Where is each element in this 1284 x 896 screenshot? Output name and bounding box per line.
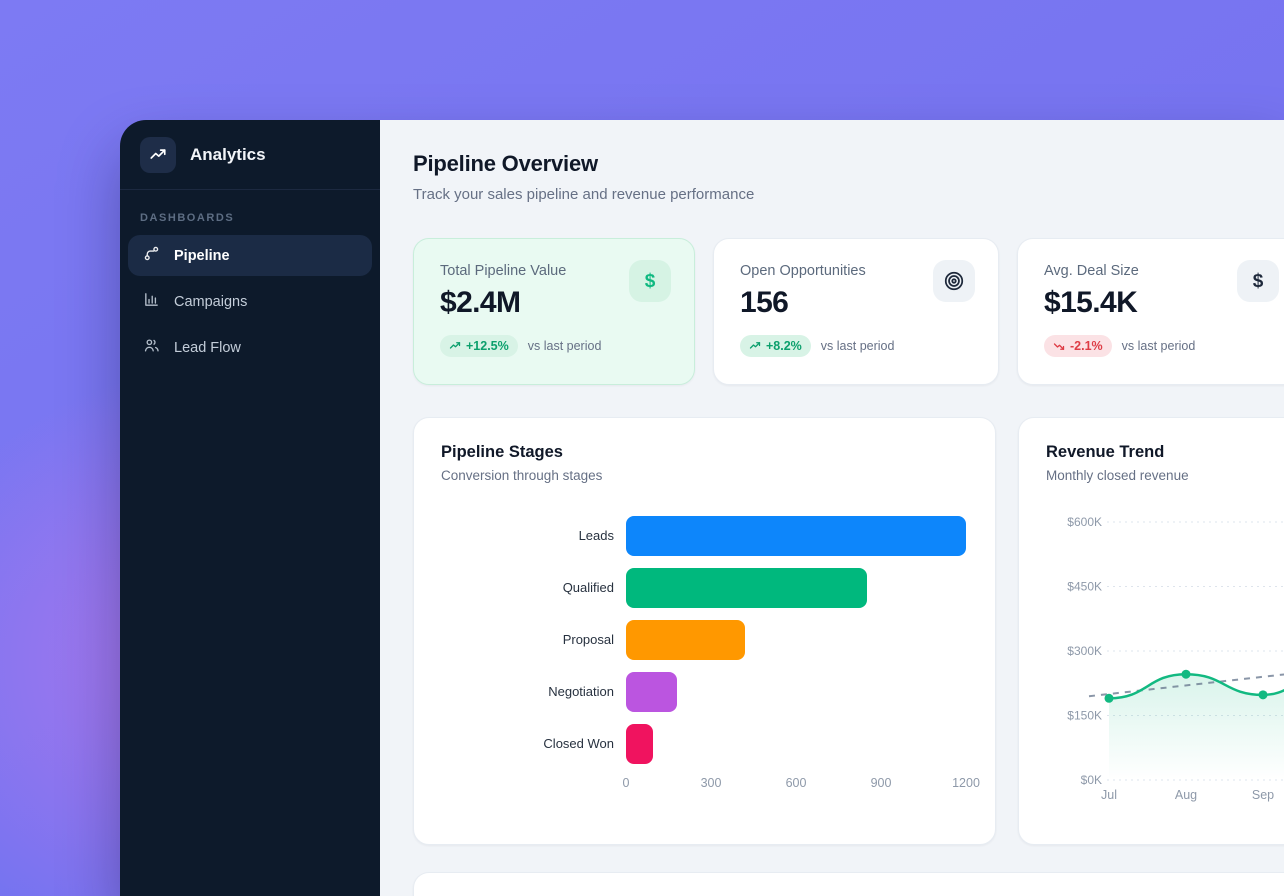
revenue-area-fill [1109,674,1284,780]
page-title: Pipeline Overview [413,151,598,176]
sidebar-item-lead-flow[interactable]: Lead Flow [128,327,372,368]
dollar-icon: $ [1237,260,1279,302]
page-header: Pipeline Overview Track your sales pipel… [413,151,754,203]
funnel-category-label: Leads [578,527,614,543]
chart-title: Pipeline Stages [441,443,563,461]
funnel-bar[interactable] [626,568,867,608]
kpi-delta-badge: +8.2% [740,335,811,357]
kpi-label: Avg. Deal Size [1044,263,1139,279]
funnel-category-label: Proposal [562,631,614,647]
kpi-row: Total Pipeline Value $2.4M +12.5% vs las… [413,238,1284,385]
funnel-bar[interactable] [626,516,966,556]
trending-up-icon [749,342,761,349]
kpi-label: Open Opportunities [740,263,866,279]
kpi-value: 156 [740,286,789,319]
main-content: Pipeline Overview Track your sales pipel… [380,120,1284,896]
sidebar: Analytics DASHBOARDS Pipeline Campaigns … [120,120,380,896]
app-logo[interactable]: Analytics [120,120,380,189]
funnel-row: Qualified [441,568,968,608]
funnel-category-label: Negotiation [548,683,614,699]
revenue-data-point[interactable] [1258,690,1268,700]
users-icon [143,337,160,358]
funnel-axis-tick: 600 [785,776,807,790]
kpi-note: vs last period [1121,339,1196,353]
page-subtitle: Track your sales pipeline and revenue pe… [413,186,755,203]
y-axis-tick: $600K [1067,515,1102,529]
y-axis-tick: $300K [1067,644,1102,658]
funnel-bar-track [626,568,968,608]
pipeline-stages-plot: Leads Qualified Proposal Negotiation Closed … [441,516,968,764]
target-icon [933,260,975,302]
bottom-card-partial [413,872,1284,896]
funnel-axis-tick: 0 [622,776,630,790]
revenue-trend-plot: $600K $450K $300K $150K $0K Jul Aug Sep [1019,498,1284,808]
route-icon [143,245,160,266]
pipeline-stages-card: Pipeline Stages Conversion through stage… [413,417,996,845]
app-window: Analytics DASHBOARDS Pipeline Campaigns … [120,120,1284,896]
sidebar-section-label: DASHBOARDS [140,212,235,224]
sidebar-item-pipeline[interactable]: Pipeline [128,235,372,276]
kpi-note: vs last period [527,339,602,353]
funnel-bar-track [626,672,968,712]
kpi-value: $15.4K [1044,286,1138,319]
dollar-icon: $ [629,260,671,302]
trending-up-icon [140,137,176,173]
app-name: Analytics [190,145,266,164]
bar-chart-icon [143,291,160,312]
kpi-card-avg-deal-size: Avg. Deal Size $15.4K -2.1% vs last peri… [1017,238,1284,385]
kpi-card-total-pipeline-value: Total Pipeline Value $2.4M +12.5% vs las… [413,238,695,385]
funnel-bar-track [626,620,968,660]
funnel-axis-tick: 300 [700,776,722,790]
funnel-row: Proposal [441,620,968,660]
kpi-value: $2.4M [440,286,521,319]
funnel-row: Leads [441,516,968,556]
charts-row: Pipeline Stages Conversion through stage… [413,417,1284,845]
revenue-data-point[interactable] [1104,693,1114,703]
kpi-note: vs last period [820,339,895,353]
kpi-delta-badge: -2.1% [1044,335,1112,357]
x-axis-tick: Sep [1252,788,1274,802]
chart-subtitle: Monthly closed revenue [1046,468,1189,483]
revenue-data-point[interactable] [1181,669,1191,679]
kpi-label: Total Pipeline Value [440,263,567,279]
chart-title: Revenue Trend [1046,443,1165,461]
sidebar-item-label: Campaigns [174,293,248,310]
funnel-row: Negotiation [441,672,968,712]
funnel-category-label: Closed Won [543,735,614,751]
sidebar-divider [120,189,380,190]
funnel-bar[interactable] [626,620,745,660]
sidebar-nav: Pipeline Campaigns Lead Flow [120,235,380,368]
sidebar-item-label: Pipeline [174,247,230,264]
revenue-line [1107,672,1284,700]
y-axis-tick: $150K [1067,709,1102,723]
kpi-card-open-opportunities: Open Opportunities 156 +8.2% vs last per… [713,238,999,385]
sidebar-item-campaigns[interactable]: Campaigns [128,281,372,322]
revenue-trend-card: Revenue Trend Monthly closed revenue $60… [1018,417,1284,845]
trending-down-icon [1053,343,1065,350]
kpi-delta-badge: +12.5% [440,335,518,357]
funnel-bar-track [626,724,968,764]
y-axis-tick: $450K [1067,580,1102,594]
funnel-category-label: Qualified [562,579,614,595]
sidebar-item-label: Lead Flow [174,339,241,356]
x-axis-tick: Jul [1101,788,1117,802]
chart-subtitle: Conversion through stages [441,468,603,483]
funnel-bar-track [626,516,968,556]
funnel-row: Closed Won [441,724,968,764]
funnel-axis: 0 300 600 900 1200 [622,776,980,792]
funnel-bar[interactable] [626,724,653,764]
y-axis-tick: $0K [1081,773,1102,787]
funnel-bar[interactable] [626,672,677,712]
x-axis-tick: Aug [1175,788,1197,802]
funnel-axis-tick: 1200 [952,776,980,790]
trending-up-icon [449,342,461,349]
funnel-axis-tick: 900 [870,776,892,790]
